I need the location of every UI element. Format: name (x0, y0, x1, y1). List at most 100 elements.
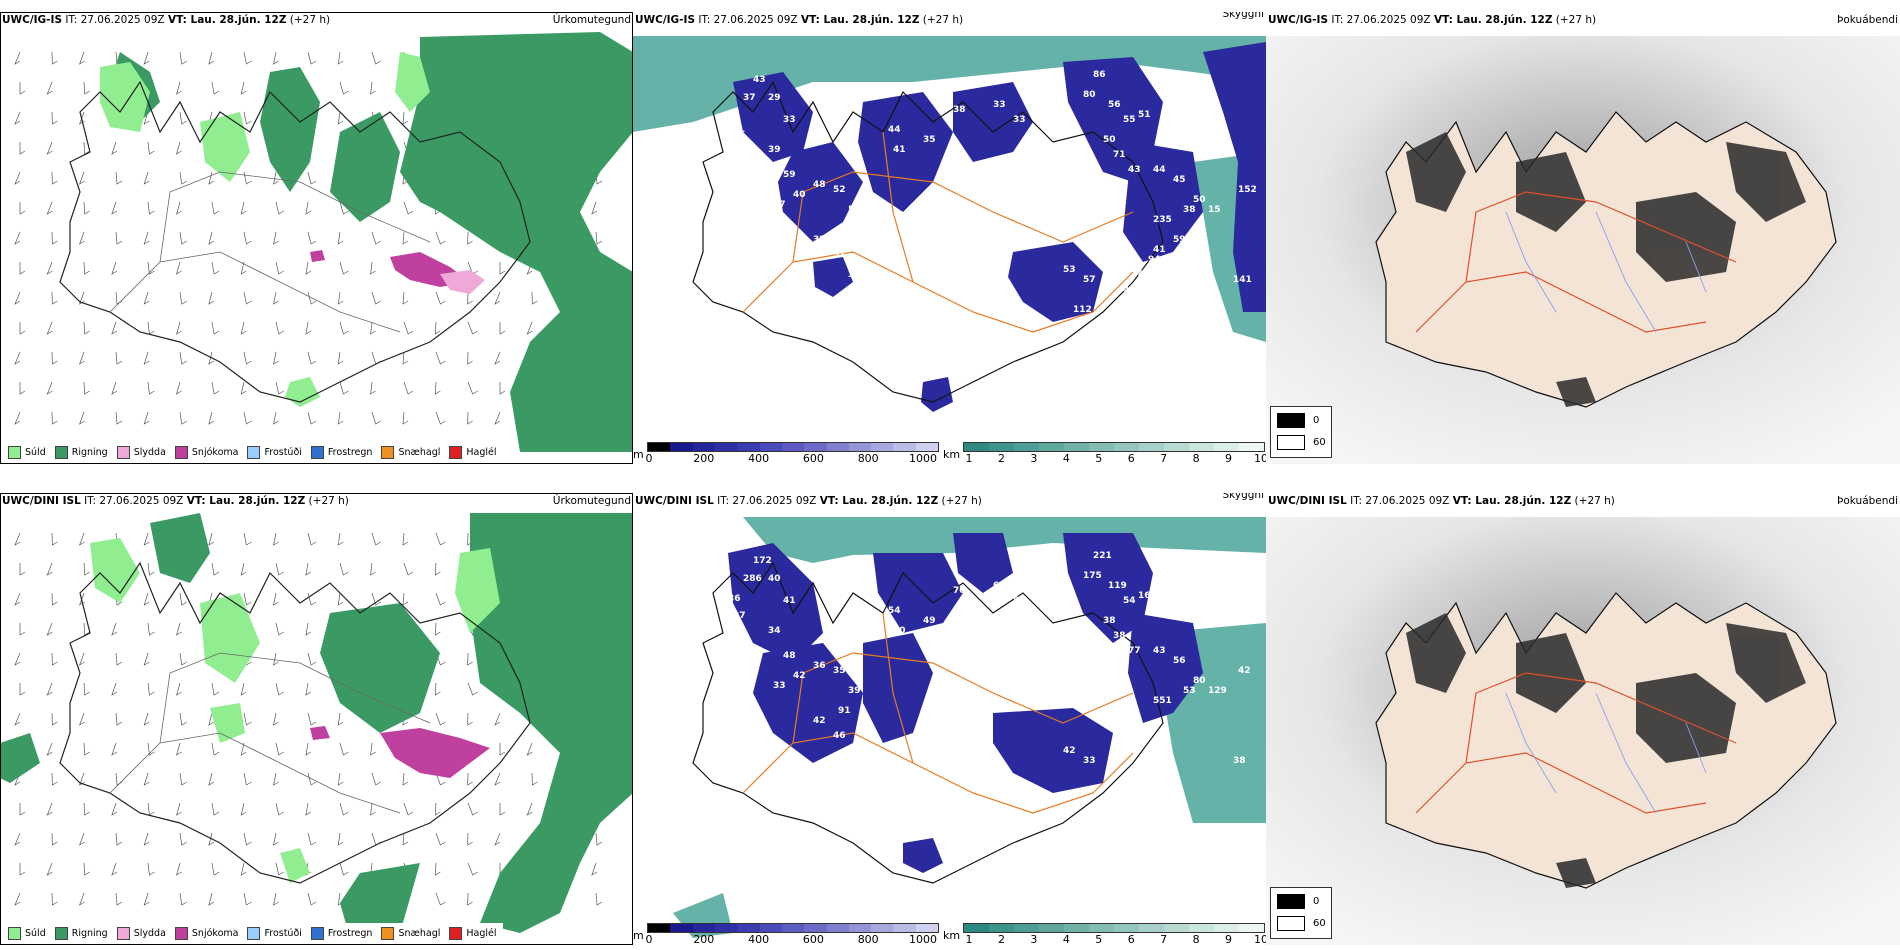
wind-barb-icon (275, 201, 284, 215)
cloudbase-value-label: 221 (1093, 551, 1112, 561)
cloudbase-value-label: 94 (1148, 255, 1161, 265)
legend-item: Frostúði (247, 926, 302, 940)
wind-barb-icon (435, 231, 446, 245)
wind-barb-icon (403, 321, 414, 335)
valid-time: VT: Lau. 28.jún. 12Z (819, 495, 939, 507)
colorbar-tick-label: 10 (1254, 452, 1266, 464)
wind-barb-icon (240, 862, 247, 876)
colorbar-tick-label: 400 (748, 933, 770, 945)
wind-barb-icon (240, 201, 247, 215)
wind-barb-icon (339, 321, 349, 335)
wind-barb-icon (275, 862, 284, 876)
legend-label: Haglél (466, 446, 497, 458)
colorbar-tick-label: 4 (1062, 933, 1070, 945)
wind-barb-icon (403, 562, 414, 576)
wind-barb-icon (370, 261, 376, 275)
wind-barb-icon (494, 772, 501, 786)
cloudbase-value-label: 41 (893, 145, 906, 155)
fog-legend-value: 60 (1313, 918, 1326, 929)
init-time: IT: 27.06.2025 09Z (84, 495, 184, 507)
cloudbase-panel-row2: UWC/DINI ISL IT: 27.06.2025 09Z VT: Lau.… (633, 493, 1266, 945)
wind-barb-icon (467, 231, 473, 245)
init-time: IT: 27.06.2025 09Z (717, 495, 817, 507)
cloudbase-value-label: 83 (1013, 596, 1026, 606)
wind-barb-icon (46, 802, 53, 816)
legend-label: Frostúði (264, 446, 302, 458)
legend-item: Haglél (449, 926, 497, 940)
cloudbase-value-label: 33 (1083, 756, 1096, 766)
precip-map (0, 513, 633, 938)
cloudbase-value-label: 36 (813, 661, 826, 671)
cloudbase-value-label: 35 (833, 666, 846, 676)
legend-swatch (174, 445, 188, 459)
cloudbase-value-label: 35 (923, 135, 936, 145)
legend-item: Slydda (116, 445, 166, 459)
visibility-colorbar: km 1 2 3 4 5 6 7 8 9 10 (943, 921, 1266, 945)
cloudbase-value-label: 38 (1103, 616, 1116, 626)
cloudbase-value-label: 33 (773, 681, 786, 691)
fog-legend-value: 0 (1313, 896, 1320, 907)
lead-time: (+27 h) (1555, 14, 1597, 26)
wind-barb-icon (499, 743, 506, 756)
colorbar-tick-label: 10 (1254, 933, 1266, 945)
wind-barb-icon (19, 322, 26, 335)
wind-barb-icon (143, 772, 150, 786)
wind-barb-icon (337, 111, 344, 125)
wind-barb-icon (14, 351, 21, 365)
wind-barb-icon (339, 201, 349, 215)
legend-label: Frostregn (327, 446, 373, 458)
wind-barb-icon (176, 742, 182, 756)
cloudbase-value-label: 30 (848, 270, 861, 280)
colorbar-swatch (1089, 924, 1114, 932)
wind-barb-icon (211, 682, 220, 696)
wind-barb-icon (273, 772, 279, 786)
cloudbase-value-label: 54 (1123, 596, 1136, 606)
wind-barb-icon (176, 682, 182, 696)
wind-barb-icon (337, 351, 344, 365)
wind-barb-icon (51, 772, 58, 786)
cloudbase-value-label: 33 (1013, 115, 1026, 125)
wind-barb-icon (499, 322, 506, 335)
wind-barb-icon (275, 381, 284, 395)
cloudbase-value-label: 51 (848, 205, 861, 215)
wind-barb-icon (467, 862, 478, 876)
legend-label: Frostúði (264, 927, 302, 939)
wind-barb-icon (111, 381, 118, 395)
wind-barb-icon (78, 712, 85, 726)
wind-barb-icon (208, 231, 215, 245)
lead-time: (+27 h) (941, 495, 982, 507)
wind-barb-icon (307, 411, 317, 425)
lead-time: (+27 h) (1574, 495, 1615, 507)
colorbar-tick-label: 8 (1192, 933, 1200, 945)
wind-barb-icon (275, 622, 284, 636)
legend-label: Slydda (133, 927, 166, 939)
wind-barb-icon (46, 622, 53, 636)
wind-barb-icon (208, 832, 215, 846)
wind-barb-icon (143, 51, 150, 65)
cloudbase-colorbar: m 0 200 400 600 800 1000 (633, 440, 943, 464)
model-name: UWC/IG-IS (2, 14, 63, 26)
wind-barb-icon (595, 832, 603, 846)
colorbar-swatch (1114, 924, 1139, 932)
wind-barb-icon (208, 351, 215, 365)
cloudbase-value-label: 551 (1153, 696, 1172, 706)
wind-barb-icon (467, 411, 473, 425)
wind-barb-icon (402, 111, 409, 125)
wind-barb-icon (147, 802, 155, 816)
cloudbase-value-label: 53 (1063, 265, 1076, 275)
wind-barb-icon (467, 321, 478, 335)
wind-barb-icon (179, 772, 187, 786)
wind-barb-icon (339, 802, 349, 816)
legend-label: Slydda (133, 446, 166, 458)
panel-type-title: Úrkomutegund (552, 495, 631, 507)
cloudbase-value-label: 15 (1208, 205, 1221, 215)
roads (1415, 672, 1737, 814)
colorbar-swatch (1089, 443, 1114, 451)
cloudbase-value-label: 175 (1083, 571, 1102, 581)
wind-barb-icon (83, 682, 90, 696)
colorbar-tick-label: 600 (802, 933, 824, 945)
cloudbase-value-label: 59 (1173, 235, 1186, 245)
cloudbase-value-label: 38 (1113, 631, 1126, 641)
colorbar-swatch (670, 443, 693, 451)
wind-barb-icon (176, 261, 182, 275)
